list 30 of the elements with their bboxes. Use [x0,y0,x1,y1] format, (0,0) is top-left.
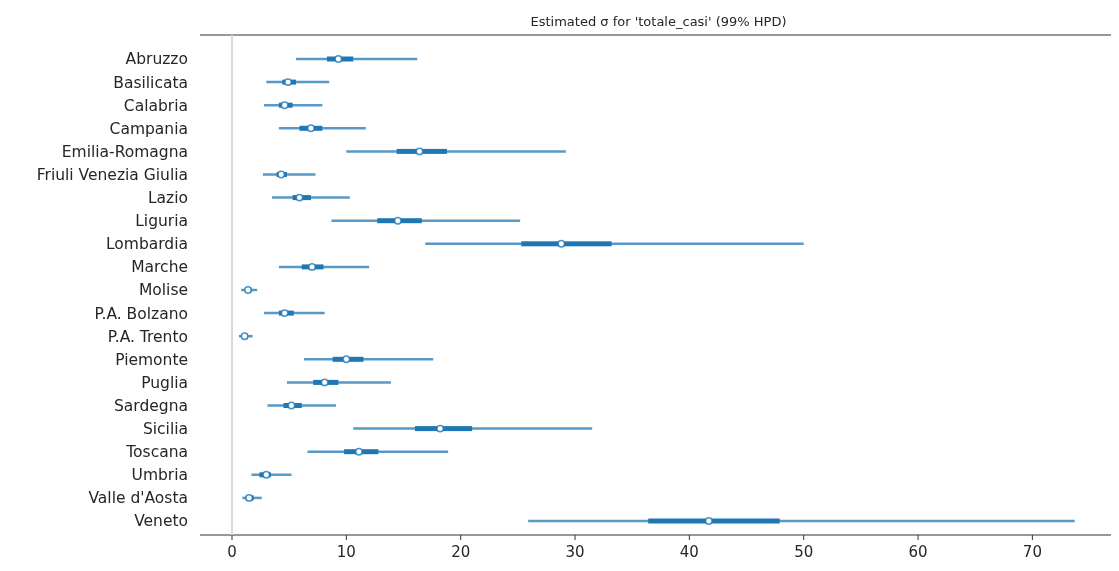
y-tick-label: Puglia [141,373,188,392]
x-tick-label: 50 [794,543,814,561]
y-tick-label: Campania [109,119,188,138]
y-tick-label: P.A. Trento [107,327,188,346]
x-tick-label: 20 [451,543,471,561]
y-tick-label: Calabria [123,96,188,115]
y-tick-label: Umbria [131,466,188,485]
y-tick-label: Sardegna [114,396,188,415]
y-tick-label: Toscana [125,443,188,462]
y-tick-label: Veneto [134,512,188,531]
x-tick-label: 10 [336,543,356,561]
y-tick-label: Lazio [147,189,188,208]
y-tick-label: Liguria [135,212,188,231]
x-tick-label: 30 [565,543,585,561]
y-tick-label: Lombardia [105,235,188,254]
y-tick-label: P.A. Bolzano [94,304,188,323]
x-tick-label: 40 [679,543,699,561]
y-tick-label: Valle d'Aosta [88,489,188,508]
y-tick-label: Piemonte [115,350,188,369]
x-tick-label: 70 [1022,543,1042,561]
chart-title: Estimated σ for 'totale_casi' (99% HPD) [530,14,787,29]
y-tick-label: Emilia-Romagna [61,142,188,161]
y-tick-label: Friuli Venezia Giulia [36,165,188,184]
y-tick-label: Basilicata [113,73,188,92]
x-tick-label: 60 [908,543,928,561]
y-tick-label: Molise [138,281,188,300]
y-tick-label: Marche [131,258,188,277]
x-tick-label: 0 [227,543,237,561]
y-tick-label: Sicilia [142,420,188,439]
y-tick-label: Abruzzo [125,50,188,69]
